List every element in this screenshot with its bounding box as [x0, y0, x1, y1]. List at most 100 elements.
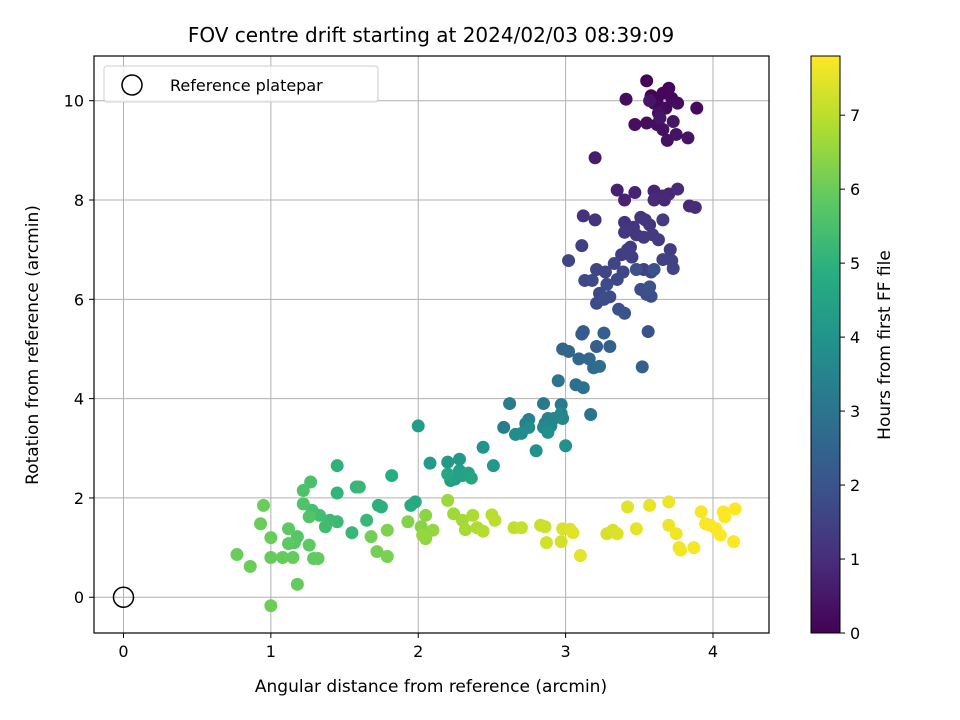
data-point [330, 486, 344, 500]
data-point [662, 518, 676, 532]
data-point [618, 306, 632, 320]
data-point [441, 493, 455, 507]
x-tick-label: 1 [266, 642, 276, 661]
data-point [647, 263, 661, 277]
data-point [230, 548, 244, 562]
data-point [643, 498, 657, 512]
data-point [264, 551, 278, 565]
data-point [588, 213, 602, 227]
data-point [374, 500, 388, 514]
data-point [256, 498, 270, 512]
data-point [296, 497, 310, 511]
data-point [572, 352, 586, 366]
data-point [621, 243, 635, 257]
y-axis-label: Rotation from reference (arcmin) [23, 205, 43, 485]
data-point [674, 543, 688, 557]
data-points [230, 74, 742, 613]
data-point [404, 498, 418, 512]
data-point [597, 326, 611, 340]
data-point [618, 225, 632, 239]
data-point [385, 469, 399, 483]
data-point [576, 381, 590, 395]
legend-marker-reference [121, 74, 143, 96]
data-point [541, 425, 555, 439]
data-point [621, 500, 635, 514]
data-point [416, 528, 430, 542]
colorbar-tick-label: 4 [850, 328, 860, 347]
data-point [584, 408, 598, 422]
data-point [643, 218, 657, 232]
data-point [694, 505, 708, 519]
data-point [514, 426, 528, 440]
data-point [330, 459, 344, 473]
data-point [254, 517, 268, 531]
colorbar-tick-label: 5 [850, 254, 860, 273]
data-point [656, 213, 670, 227]
colorbar-tick-label: 1 [850, 550, 860, 569]
y-tick-label: 8 [74, 191, 84, 210]
colorbar-label: Hours from first FF file [875, 250, 895, 440]
data-point [643, 94, 657, 108]
y-tick-label: 0 [74, 588, 84, 607]
legend-box [103, 65, 379, 103]
data-point [411, 419, 425, 433]
data-point [453, 452, 467, 466]
data-point [618, 193, 632, 207]
data-point [713, 528, 727, 542]
data-point [426, 523, 440, 537]
data-point [441, 467, 455, 481]
plot-frame [93, 55, 770, 634]
data-point [345, 526, 359, 540]
data-point [575, 239, 589, 253]
data-point [423, 456, 437, 470]
data-point [352, 480, 366, 494]
data-point [290, 577, 304, 591]
data-point [486, 459, 500, 473]
y-tick-label: 6 [74, 290, 84, 309]
data-point [302, 538, 316, 552]
data-point [629, 263, 643, 277]
data-point [573, 549, 587, 563]
data-point [380, 550, 394, 564]
data-point [276, 551, 290, 565]
data-point [666, 262, 680, 276]
colorbar: 0 1 2 3 4 5 6 7 Hours from first FF file [810, 55, 895, 643]
x-axis-label: Angular distance from reference (arcmin) [255, 677, 607, 697]
data-point [370, 545, 384, 559]
legend-entry-reference: Reference platepar [170, 76, 323, 95]
x-tick-label: 3 [561, 642, 571, 661]
data-point [282, 537, 296, 551]
x-tick-label: 4 [708, 642, 718, 661]
data-point [628, 118, 642, 132]
data-point [537, 397, 551, 411]
data-point [656, 122, 670, 136]
data-point [607, 257, 621, 271]
chart-title: FOV centre drift starting at 2024/02/03 … [188, 23, 674, 47]
colorbar-gradient [810, 55, 841, 634]
data-point [304, 475, 318, 489]
colorbar-tick-label: 0 [850, 624, 860, 643]
data-point [687, 541, 701, 555]
data-point [671, 182, 685, 196]
data-point [264, 531, 278, 545]
data-point [296, 483, 310, 497]
data-point [551, 374, 565, 388]
data-point [318, 520, 332, 534]
data-point [643, 280, 657, 294]
data-point [360, 513, 374, 527]
data-point [575, 327, 589, 341]
data-point [441, 455, 455, 469]
data-point [641, 325, 655, 339]
y-tick-label: 2 [74, 489, 84, 508]
data-point [539, 536, 553, 550]
data-point [728, 502, 742, 516]
data-point [690, 101, 704, 115]
data-point [619, 92, 633, 106]
data-point [657, 193, 671, 207]
data-point [663, 243, 677, 257]
data-point [514, 521, 528, 535]
data-point [311, 552, 325, 566]
data-point [576, 209, 590, 223]
data-point [476, 524, 490, 538]
colorbar-tick-label: 2 [850, 476, 860, 495]
